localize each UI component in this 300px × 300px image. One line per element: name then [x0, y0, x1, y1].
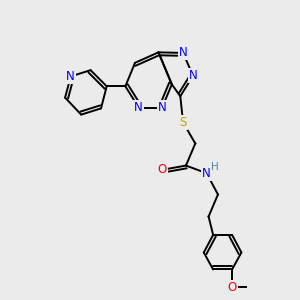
Text: N: N	[158, 101, 167, 114]
Text: O: O	[158, 163, 167, 176]
Text: N: N	[189, 69, 197, 82]
Text: N: N	[202, 167, 211, 180]
Text: N: N	[134, 101, 143, 114]
Text: S: S	[179, 116, 187, 129]
Text: O: O	[227, 281, 237, 294]
Text: H: H	[211, 162, 219, 172]
Text: N: N	[179, 46, 188, 59]
Text: N: N	[66, 70, 75, 83]
